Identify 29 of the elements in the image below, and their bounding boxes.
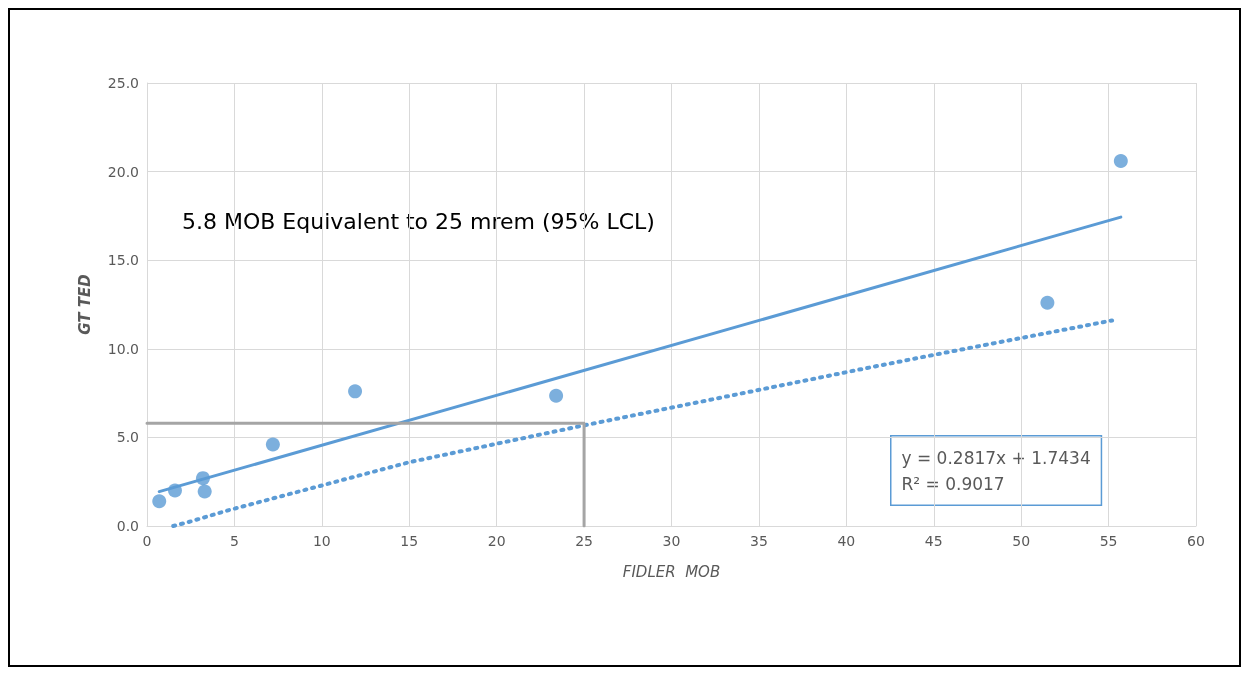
point [152, 494, 167, 509]
x-tick-label: 0 [142, 533, 152, 549]
x-tick-label: 30 [662, 533, 681, 549]
x-tick-label: 20 [487, 533, 506, 549]
x-tick-label: 60 [1187, 533, 1205, 549]
point [1113, 153, 1128, 168]
x-tick-label: 10 [312, 533, 331, 549]
x-axis-title: FIDLER MOB [622, 562, 721, 581]
x-tick-label: 35 [750, 533, 768, 549]
x-tick-label: 55 [1099, 533, 1118, 549]
point [549, 388, 564, 403]
y-tick-label: 25.0 [107, 75, 139, 91]
y-tick-label: 15.0 [107, 252, 139, 269]
x-tick-label: 40 [837, 533, 856, 549]
point [348, 384, 363, 399]
x-tick-label: 5 [229, 533, 239, 549]
y-axis-title: GT TED [75, 274, 94, 335]
point [1040, 295, 1055, 310]
y-tick-label: 20.0 [107, 163, 139, 180]
x-tick-label: 15 [400, 533, 419, 549]
point [197, 484, 212, 499]
x-tick-label: 50 [1012, 533, 1031, 549]
y-tick-label: 0.0 [116, 518, 139, 534]
y-tick-label: 5.0 [116, 429, 139, 446]
line-series [171, 318, 1115, 528]
x-tick-label: 25 [575, 533, 593, 549]
point [265, 437, 280, 452]
x-tick-label: 45 [924, 533, 943, 549]
y-tick-label: 10.0 [107, 340, 139, 357]
